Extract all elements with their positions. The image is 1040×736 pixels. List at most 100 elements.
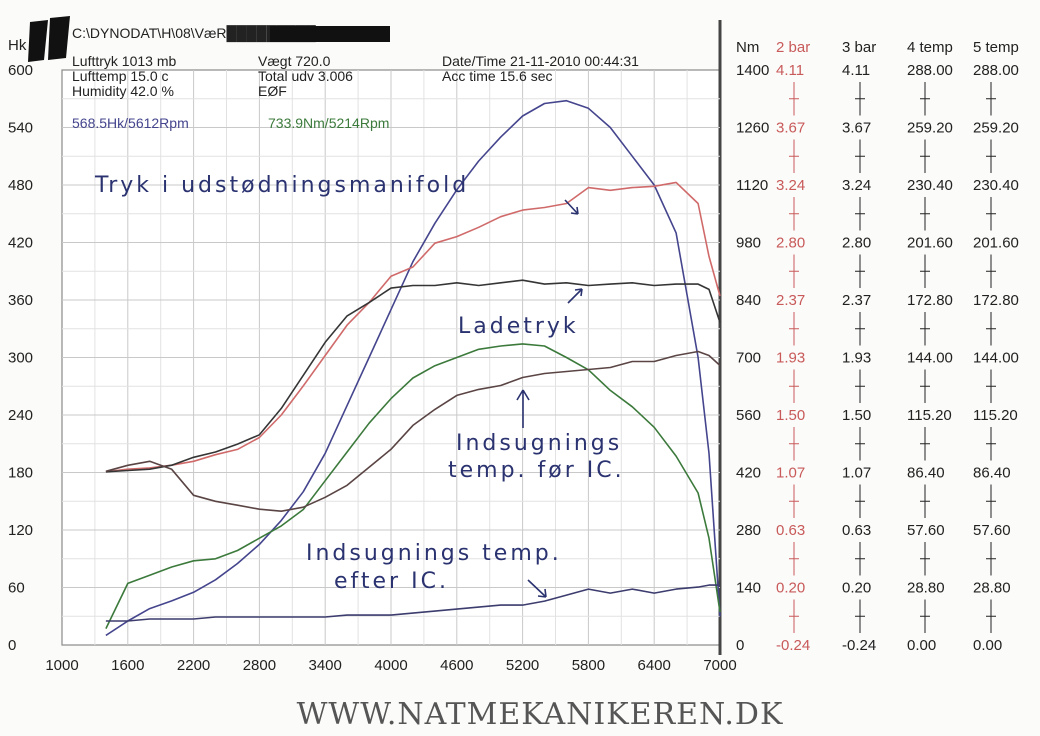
website-footer: WWW.NATMEKANIKEREN.DK (297, 697, 784, 732)
right-tick-label: -0.24 (842, 637, 876, 654)
right-tick-label: 1.93 (776, 350, 805, 367)
lufttemp-text: Lufttemp 15.0 c (72, 68, 169, 84)
right-tick-label: 115.20 (907, 407, 952, 424)
right-tick-label: 28.80 (907, 580, 945, 597)
intake-before-annotation-2: temp. før IC. (448, 458, 625, 483)
right-axis-label: 2 bar (776, 39, 810, 56)
right-tick-label: 0.20 (842, 580, 871, 597)
series-line-intake_after (105, 584, 720, 622)
right-tick-label: 0.63 (842, 522, 871, 539)
peak-power-label: 568.5Hk/5612Rpm (72, 115, 189, 131)
right-tick-label: 1.50 (776, 407, 805, 424)
right-tick-label: 2.37 (776, 292, 805, 309)
left-tick-label: 360 (8, 292, 33, 309)
right-tick-label: 4.11 (842, 62, 870, 79)
right-tick-label: 57.60 (907, 522, 945, 539)
left-tick-label: 120 (8, 522, 33, 539)
humidity-text: Humidity 42.0 % (72, 83, 174, 99)
left-tick-label: 540 (8, 120, 33, 137)
right-tick-label: 1.07 (776, 465, 805, 482)
right-tick-label: 420 (736, 465, 761, 482)
right-tick-label: 86.40 (907, 465, 945, 482)
right-tick-label: 3.24 (776, 177, 805, 194)
total-udv-text: Total udv 3.006 (258, 68, 353, 84)
left-tick-label: 60 (8, 580, 25, 597)
x-tick-label: 4600 (440, 657, 473, 674)
right-tick-label: 144.00 (907, 350, 953, 367)
right-tick-label: 1260 (736, 120, 769, 137)
datetime-text: Date/Time 21-11-2010 00:44:31 (442, 53, 639, 69)
right-tick-label: 172.80 (973, 292, 1019, 309)
right-tick-label: 115.20 (973, 407, 1018, 424)
right-tick-label: 0.20 (776, 580, 805, 597)
right-tick-label: 288.00 (907, 62, 953, 79)
lufttryk-text: Lufttryk 1013 mb (72, 53, 176, 69)
right-tick-label: 288.00 (973, 62, 1019, 79)
right-tick-label: 1400 (736, 62, 769, 79)
series-layer (105, 99, 721, 637)
series-line-torque (105, 343, 721, 629)
left-tick-label: 300 (8, 350, 33, 367)
axes-layer: 1000 1600 2200 2800 3400 4000 4600 5200 5800 6400… (8, 37, 1019, 674)
right-tick-label: 86.40 (973, 465, 1011, 482)
x-tick-label: 2200 (177, 657, 210, 674)
right-tick-label: 840 (736, 292, 761, 309)
right-tick-label: 0.00 (907, 637, 936, 654)
right-tick-label: 140 (736, 580, 761, 597)
x-tick-label: 6400 (638, 657, 671, 674)
intake-after-annotation-2: efter IC. (334, 569, 449, 594)
right-tick-label: 28.80 (973, 580, 1011, 597)
right-tick-label: 57.60 (973, 522, 1011, 539)
right-tick-label: -0.24 (776, 637, 810, 654)
right-tick-label: 560 (736, 407, 761, 424)
intake-before-arrow-icon (516, 389, 530, 428)
right-tick-label: 201.60 (907, 235, 953, 252)
exhaust-annotation: Tryk i udstødningsmanifold (94, 173, 469, 198)
right-axis-label: 4 temp (907, 39, 953, 56)
x-tick-label: 7000 (703, 657, 736, 674)
acc-time-text: Acc time 15.6 sec (442, 68, 553, 84)
right-tick-label: 230.40 (973, 177, 1019, 194)
series-line-boost (105, 279, 721, 473)
grid-lines (62, 70, 720, 645)
left-axis-label: Hk (8, 37, 27, 54)
right-tick-label: 230.40 (907, 177, 953, 194)
right-tick-label: 172.80 (907, 292, 953, 309)
x-tick-label: 3400 (309, 657, 342, 674)
right-tick-label: 0 (736, 637, 744, 654)
intake-after-annotation-1: Indsugnings temp. (306, 541, 562, 566)
right-axis-label: 3 bar (842, 39, 876, 56)
left-tick-label: 0 (8, 637, 16, 654)
series-line-power (105, 99, 721, 637)
right-tick-label: 0.63 (776, 522, 805, 539)
right-tick-label: 259.20 (973, 120, 1019, 137)
vaegt-text: Vægt 720.0 (258, 53, 331, 69)
right-tick-label: 1.50 (842, 407, 871, 424)
left-tick-label: 180 (8, 465, 33, 482)
x-tick-label: 5800 (572, 657, 605, 674)
right-tick-label: 2.80 (842, 235, 871, 252)
x-tick-label: 4000 (374, 657, 407, 674)
right-tick-label: 980 (736, 235, 761, 252)
right-tick-label: 1120 (736, 177, 768, 194)
right-tick-label: 1.93 (842, 350, 871, 367)
series-line-exhaust (105, 181, 721, 473)
exhaust-arrow-icon (564, 199, 579, 215)
right-tick-label: 4.11 (776, 62, 804, 79)
right-tick-label: 0.00 (973, 637, 1002, 654)
right-tick-label: 1.07 (842, 465, 871, 482)
right-tick-label: 3.67 (776, 120, 805, 137)
eof-text: EØF (258, 83, 287, 99)
boost-annotation: Ladetryk (458, 314, 579, 339)
x-tick-label: 1000 (45, 657, 78, 674)
right-tick-label: 201.60 (973, 235, 1019, 252)
right-tick-label: 700 (736, 350, 761, 367)
peak-torque-label: 733.9Nm/5214Rpm (268, 115, 389, 131)
right-tick-label: 2.80 (776, 235, 805, 252)
x-tick-label: 2800 (243, 657, 276, 674)
x-tick-label: 5200 (506, 657, 539, 674)
right-tick-label: 3.67 (842, 120, 871, 137)
series-line-intake_before (105, 350, 721, 513)
